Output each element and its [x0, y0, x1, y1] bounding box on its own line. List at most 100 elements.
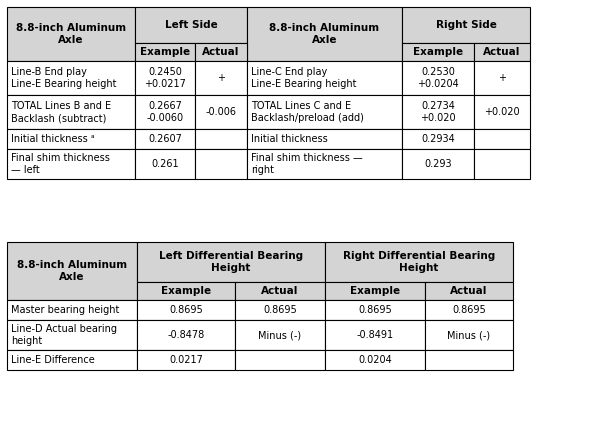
Bar [247, 129, 402, 149]
Text: Final shim thickness —
right: Final shim thickness — right [251, 153, 363, 175]
Text: Actual: Actual [261, 286, 299, 296]
Bar [7, 242, 137, 300]
Text: Example: Example [140, 47, 190, 57]
Bar [325, 300, 425, 320]
Bar [474, 43, 530, 61]
Text: 0.8695: 0.8695 [452, 305, 486, 315]
Bar [135, 61, 195, 95]
Text: 0.8695: 0.8695 [358, 305, 392, 315]
Bar [402, 7, 530, 43]
Text: 0.2450
+0.0217: 0.2450 +0.0217 [144, 67, 186, 89]
Text: Actual: Actual [203, 47, 240, 57]
Text: Master bearing height: Master bearing height [11, 305, 120, 315]
Text: Right Side: Right Side [436, 20, 497, 30]
Text: Line-C End play
Line-E Bearing height: Line-C End play Line-E Bearing height [251, 67, 356, 89]
Bar [137, 300, 235, 320]
Bar [402, 43, 474, 61]
Bar [325, 282, 425, 300]
Bar [474, 129, 530, 149]
Bar [7, 7, 135, 61]
Text: Line-D Actual bearing
height: Line-D Actual bearing height [11, 324, 117, 346]
Text: Left Differential Bearing
Height: Left Differential Bearing Height [159, 251, 303, 273]
Bar [7, 300, 137, 320]
Bar [137, 242, 325, 282]
Bar [195, 129, 247, 149]
Text: Example: Example [413, 47, 463, 57]
Text: TOTAL Lines B and E
Backlash (subtract): TOTAL Lines B and E Backlash (subtract) [11, 101, 111, 123]
Bar [7, 320, 137, 350]
Text: Initial thickness: Initial thickness [251, 134, 328, 144]
Bar [325, 320, 425, 350]
Bar [137, 282, 235, 300]
Bar [195, 149, 247, 179]
Text: 0.0204: 0.0204 [358, 355, 392, 365]
Bar [474, 61, 530, 95]
Bar [402, 61, 474, 95]
Bar [135, 149, 195, 179]
Bar [247, 95, 402, 129]
Bar [247, 61, 402, 95]
Text: 8.8-inch Aluminum
Axle: 8.8-inch Aluminum Axle [270, 23, 379, 45]
Bar [247, 7, 402, 61]
Text: 0.2734
+0.020: 0.2734 +0.020 [420, 101, 456, 123]
Text: 8.8-inch Aluminum
Axle: 8.8-inch Aluminum Axle [16, 23, 126, 45]
Text: TOTAL Lines C and E
Backlash/preload (add): TOTAL Lines C and E Backlash/preload (ad… [251, 101, 364, 123]
Bar [235, 300, 325, 320]
Bar [402, 149, 474, 179]
Bar [137, 320, 235, 350]
Text: Actual: Actual [450, 286, 487, 296]
Text: +: + [498, 73, 506, 83]
Text: Right Differential Bearing
Height: Right Differential Bearing Height [343, 251, 495, 273]
Bar [135, 43, 195, 61]
Bar [7, 61, 135, 95]
Bar [325, 350, 425, 370]
Bar [135, 129, 195, 149]
Bar [235, 350, 325, 370]
Text: Example: Example [350, 286, 400, 296]
Bar [137, 350, 235, 370]
Text: Left Side: Left Side [165, 20, 217, 30]
Bar [402, 129, 474, 149]
Text: Minus (-): Minus (-) [259, 330, 301, 340]
Text: +: + [217, 73, 225, 83]
Text: +0.020: +0.020 [484, 107, 520, 117]
Text: -0.006: -0.006 [206, 107, 237, 117]
Text: -0.8478: -0.8478 [167, 330, 204, 340]
Bar [195, 43, 247, 61]
Text: 0.8695: 0.8695 [263, 305, 297, 315]
Bar [195, 95, 247, 129]
Bar [7, 149, 135, 179]
Bar [425, 350, 513, 370]
Text: -0.8491: -0.8491 [356, 330, 393, 340]
Bar [247, 149, 402, 179]
Text: 0.261: 0.261 [151, 159, 179, 169]
Text: Minus (-): Minus (-) [448, 330, 490, 340]
Bar [235, 320, 325, 350]
Text: 0.2530
+0.0204: 0.2530 +0.0204 [417, 67, 459, 89]
Bar [402, 95, 474, 129]
Bar [425, 282, 513, 300]
Text: 8.8-inch Aluminum
Axle: 8.8-inch Aluminum Axle [17, 260, 127, 282]
Bar [195, 61, 247, 95]
Text: 0.293: 0.293 [424, 159, 452, 169]
Text: 0.2607: 0.2607 [148, 134, 182, 144]
Text: Initial thickness ᵃ: Initial thickness ᵃ [11, 134, 95, 144]
Bar [7, 95, 135, 129]
Text: 0.2934: 0.2934 [421, 134, 455, 144]
Text: 0.2667
-0.0060: 0.2667 -0.0060 [146, 101, 184, 123]
Bar [235, 282, 325, 300]
Text: Final shim thickness
— left: Final shim thickness — left [11, 153, 110, 175]
Bar [474, 149, 530, 179]
Text: Example: Example [161, 286, 211, 296]
Text: Actual: Actual [483, 47, 521, 57]
Bar [7, 129, 135, 149]
Bar [135, 95, 195, 129]
Bar [135, 7, 247, 43]
Text: Line-B End play
Line-E Bearing height: Line-B End play Line-E Bearing height [11, 67, 117, 89]
Bar [325, 242, 513, 282]
Text: 0.0217: 0.0217 [169, 355, 203, 365]
Text: 0.8695: 0.8695 [169, 305, 203, 315]
Bar [425, 320, 513, 350]
Bar [474, 95, 530, 129]
Text: Line-E Difference: Line-E Difference [11, 355, 95, 365]
